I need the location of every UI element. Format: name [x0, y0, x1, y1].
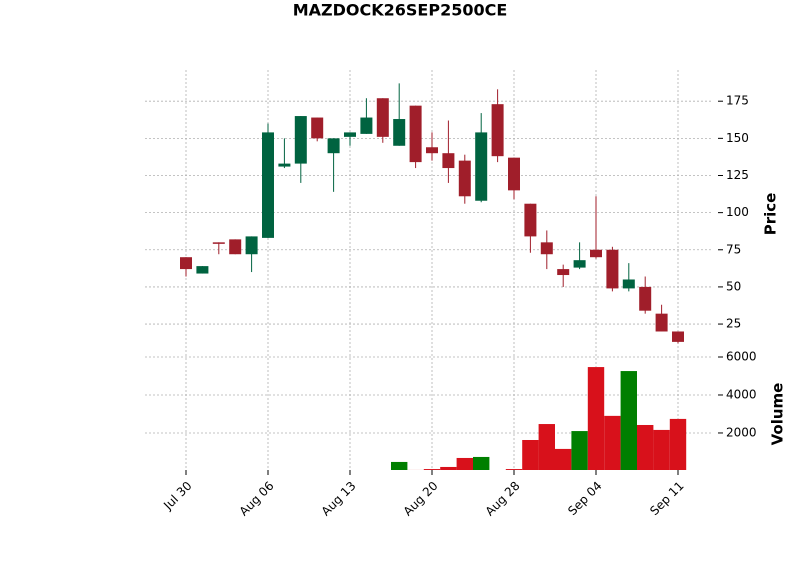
x-tick-label: Sep 04 — [565, 479, 604, 518]
x-tick-label: Aug 13 — [319, 479, 359, 519]
y-tick-label: 50 — [726, 279, 741, 293]
candle-body — [557, 269, 569, 275]
candle-body — [262, 132, 274, 237]
candle-body — [475, 132, 487, 200]
chart-title: MAZDOCK26SEP2500CE — [293, 1, 508, 20]
candle-body — [344, 132, 356, 136]
volume-bar — [555, 449, 571, 470]
y-tick-label: 125 — [726, 168, 749, 182]
volume-bar — [604, 416, 620, 470]
candle-body — [278, 164, 290, 167]
candle-body — [524, 204, 536, 237]
volume-tick-label: 6000 — [726, 350, 757, 364]
candle-body — [360, 118, 372, 134]
candle-body — [295, 116, 307, 164]
candle-body — [442, 153, 454, 168]
y-tick-label: 150 — [726, 131, 749, 145]
candle-body — [508, 158, 520, 191]
candle-body — [541, 242, 553, 254]
x-tick-label: Sep 11 — [647, 479, 686, 518]
candle-body — [492, 104, 504, 156]
x-tick-label: Aug 28 — [483, 479, 523, 519]
volume-bar — [637, 425, 653, 470]
candle-body — [590, 250, 602, 257]
candle-body — [213, 242, 225, 244]
candle-body — [656, 314, 668, 332]
volume-bar — [571, 431, 587, 470]
candle-body — [410, 106, 422, 162]
x-tick-label: Aug 20 — [401, 479, 441, 519]
candle-body — [377, 98, 389, 137]
candle-body — [574, 260, 586, 267]
volume-axis-label: Volume — [769, 383, 787, 446]
candle-body — [672, 331, 684, 341]
volume-bar — [391, 462, 407, 470]
volume-tick-label: 4000 — [726, 387, 757, 401]
volume-bar — [539, 424, 555, 470]
volume-bar — [621, 371, 637, 470]
candle-body — [311, 118, 323, 139]
y-tick-label: 25 — [726, 317, 741, 331]
candle-body — [229, 239, 241, 254]
volume-bar — [670, 419, 686, 470]
volume-bar — [457, 458, 473, 470]
candle-body — [328, 138, 340, 153]
candle-body — [639, 287, 651, 311]
volume-bar — [506, 469, 522, 470]
candle-body — [180, 257, 192, 269]
y-tick-label: 100 — [726, 205, 749, 219]
volume-bar — [588, 367, 604, 470]
candle-body — [393, 119, 405, 146]
candle-body — [623, 279, 635, 288]
candle-body — [606, 250, 618, 289]
volume-bar — [522, 440, 538, 470]
volume-bar — [653, 430, 669, 470]
volume-bar — [424, 469, 440, 470]
y-axis-label: Price — [762, 193, 780, 236]
volume-tick-label: 2000 — [726, 425, 757, 439]
volume-bar — [473, 457, 489, 470]
x-tick-label: Aug 06 — [237, 479, 277, 519]
volume-bar — [440, 467, 456, 470]
candle-body — [426, 147, 438, 153]
y-tick-label: 175 — [726, 94, 749, 108]
y-tick-label: 75 — [726, 242, 741, 256]
x-tick-label: Jul 30 — [160, 479, 194, 513]
candle-body — [246, 236, 258, 254]
candle-body — [196, 266, 208, 273]
candle-body — [459, 161, 471, 197]
